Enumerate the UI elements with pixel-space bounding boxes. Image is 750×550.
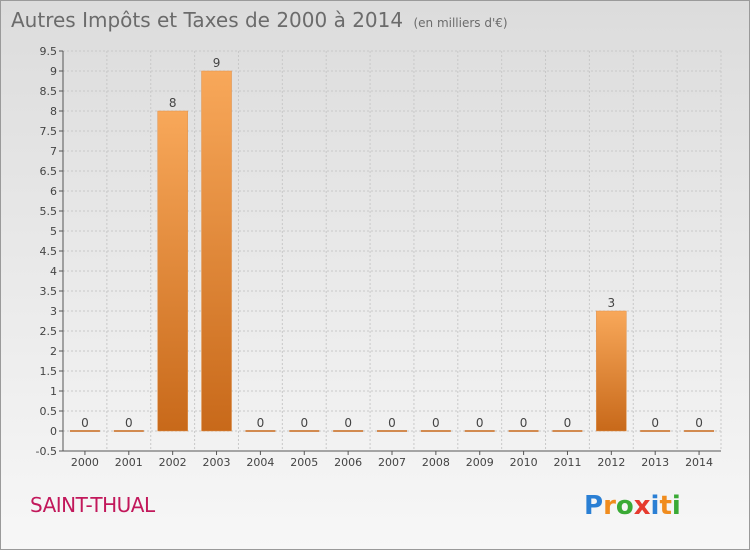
logo-letter: r [603, 491, 616, 521]
x-tick-label: 2002 [159, 456, 187, 469]
data-label: 0 [81, 416, 89, 430]
data-label: 0 [651, 416, 659, 430]
y-tick-label: 6 [50, 185, 57, 198]
y-tick-label: 9 [50, 65, 57, 78]
x-tick-label: 2001 [115, 456, 143, 469]
x-tick-label: 2003 [203, 456, 231, 469]
logo-letter: t [659, 491, 672, 521]
data-label: 0 [476, 416, 484, 430]
x-tick-label: 2006 [334, 456, 362, 469]
data-label: 0 [344, 416, 352, 430]
x-tick-label: 2008 [422, 456, 450, 469]
y-tick-label: 3.5 [40, 285, 58, 298]
logo-letter: i [650, 491, 660, 521]
x-tick-label: 2014 [685, 456, 713, 469]
data-label: 0 [695, 416, 703, 430]
chart-title-main: Autres Impôts et Taxes de 2000 à 2014 [11, 8, 404, 32]
x-tick-label: 2009 [466, 456, 494, 469]
y-tick-label: 6.5 [40, 165, 58, 178]
data-label: 0 [520, 416, 528, 430]
y-tick-label: 4.5 [40, 245, 58, 258]
data-label: 0 [564, 416, 572, 430]
y-tick-label: 8 [50, 105, 57, 118]
y-tick-label: 0.5 [40, 405, 58, 418]
y-tick-label: 8.5 [40, 85, 58, 98]
bar [201, 70, 232, 432]
data-label: 0 [125, 416, 133, 430]
commune-name: SAINT-THUAL [30, 493, 155, 517]
data-label: 0 [432, 416, 440, 430]
y-tick-label: 3 [50, 305, 57, 318]
y-tick-label: 4 [50, 265, 57, 278]
y-tick-label: 5.5 [40, 205, 58, 218]
proxiti-logo: Proxiti [584, 491, 681, 521]
data-label: 0 [257, 416, 265, 430]
logo-letter: P [584, 491, 604, 521]
logo-letter: o [615, 491, 634, 521]
y-tick-label: 7 [50, 145, 57, 158]
chart-title-unit: (en milliers d'€) [413, 16, 508, 30]
y-tick-label: -0.5 [36, 445, 57, 458]
y-tick-label: 1.5 [40, 365, 58, 378]
x-tick-label: 2013 [641, 456, 669, 469]
y-tick-label: 2 [50, 345, 57, 358]
data-label: 3 [608, 296, 616, 310]
data-label: 0 [300, 416, 308, 430]
data-label: 0 [388, 416, 396, 430]
y-tick-label: 5 [50, 225, 57, 238]
bar [157, 110, 188, 432]
x-tick-label: 2011 [553, 456, 581, 469]
x-tick-label: 2000 [71, 456, 99, 469]
y-tick-label: 1 [50, 385, 57, 398]
data-label: 9 [213, 56, 221, 70]
logo-letter: i [671, 491, 681, 521]
logo-letter: x [633, 491, 651, 521]
x-tick-label: 2007 [378, 456, 406, 469]
y-tick-label: 0 [50, 425, 57, 438]
x-tick-label: 2010 [510, 456, 538, 469]
x-tick-label: 2005 [290, 456, 318, 469]
x-tick-label: 2004 [246, 456, 274, 469]
data-label: 8 [169, 96, 177, 110]
y-tick-label: 7.5 [40, 125, 58, 138]
x-tick-label: 2012 [597, 456, 625, 469]
bar [596, 310, 627, 432]
y-tick-label: 9.5 [40, 45, 58, 58]
chart-title: Autres Impôts et Taxes de 2000 à 2014 (e… [11, 8, 508, 32]
y-tick-label: 2.5 [40, 325, 58, 338]
